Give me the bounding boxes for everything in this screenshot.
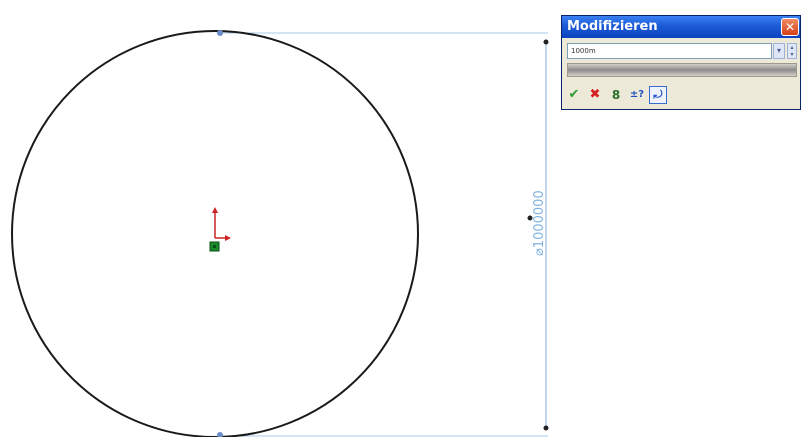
thumbwheel-slider[interactable] bbox=[567, 63, 797, 77]
dimension-arrow-top bbox=[543, 39, 549, 45]
ok-check-icon[interactable]: ✔ bbox=[568, 87, 580, 102]
rebuild-icon[interactable]: 8 bbox=[611, 88, 621, 102]
sketch-circle[interactable] bbox=[11, 30, 419, 437]
close-icon[interactable]: ✕ bbox=[781, 18, 799, 36]
chevron-down-icon[interactable]: ▾ bbox=[773, 43, 785, 59]
spin-down-icon[interactable]: ▾ bbox=[790, 51, 794, 58]
value-spinner[interactable]: ▴ ▾ bbox=[787, 43, 797, 59]
dimension-value-input[interactable]: 1000m bbox=[567, 43, 772, 59]
cancel-x-icon[interactable]: ✖ bbox=[589, 87, 601, 102]
circle-top-point[interactable] bbox=[217, 30, 223, 36]
circle-bottom-point[interactable] bbox=[217, 432, 223, 437]
modify-dialog: Modifizieren ✕ 1000m ▾ ▴ ▾ ✔ ✖ 8 ±? ⤾ bbox=[561, 15, 801, 110]
dimension-arrow-bottom bbox=[543, 425, 549, 431]
spin-up-icon[interactable]: ▴ bbox=[790, 44, 794, 51]
origin-icon bbox=[212, 207, 231, 241]
dialog-title-bar[interactable]: Modifizieren ✕ bbox=[562, 16, 800, 38]
dialog-toolbar: ✔ ✖ 8 ±? ⤾ bbox=[565, 86, 667, 106]
dialog-title: Modifizieren bbox=[567, 19, 658, 34]
reverse-direction-icon[interactable]: ⤾ bbox=[649, 86, 667, 104]
mark-dimension-icon[interactable]: ±? bbox=[629, 89, 645, 100]
diameter-dimension-label[interactable]: ⌀1000000 bbox=[532, 190, 547, 256]
dimension-text-handle[interactable] bbox=[527, 215, 533, 221]
